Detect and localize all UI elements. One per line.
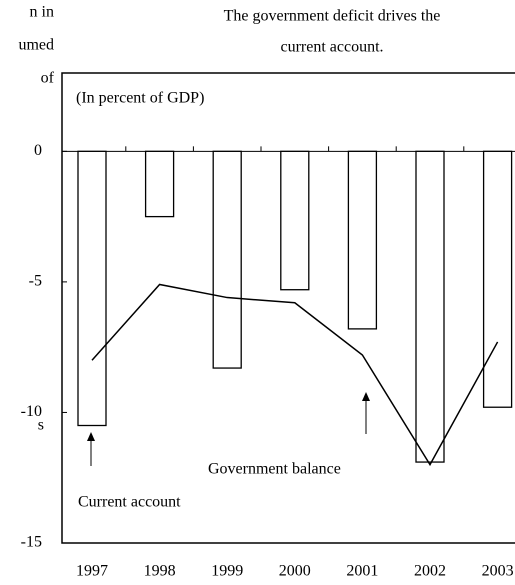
cut-text: umed (18, 37, 54, 54)
bar (347, 150, 378, 330)
x-tick-label: 2000 (279, 563, 311, 580)
series-label: Current account (78, 494, 181, 511)
cut-text: n in (30, 4, 54, 21)
plot-frame (61, 72, 515, 544)
y-tick-label: -5 (29, 273, 42, 290)
bar (144, 150, 175, 218)
y-tick-label: -10 (21, 403, 42, 420)
arrow-head (362, 392, 370, 401)
cut-text: s (38, 417, 44, 434)
unit-note: (In percent of GDP) (76, 90, 204, 107)
bar (212, 150, 242, 369)
chart-title: current account. (280, 39, 383, 56)
bar (415, 150, 445, 463)
x-tick-label: 2003 (482, 563, 514, 580)
x-tick-label: 1999 (211, 563, 243, 580)
y-tick-label: 0 (34, 142, 42, 159)
series-label: Government balance (208, 461, 341, 478)
bar (77, 150, 107, 427)
x-tick-label: 2002 (414, 563, 446, 580)
chart-title: The government deficit drives the (224, 8, 441, 25)
line (91, 283, 499, 467)
bar (280, 150, 310, 291)
x-tick-label: 2001 (346, 563, 378, 580)
cut-text: of (41, 70, 55, 87)
bar (482, 150, 513, 408)
y-tick-label: -15 (21, 534, 42, 551)
x-tick-label: 1998 (144, 563, 176, 580)
arrow-head (87, 432, 95, 441)
x-tick-label: 1997 (76, 563, 108, 580)
